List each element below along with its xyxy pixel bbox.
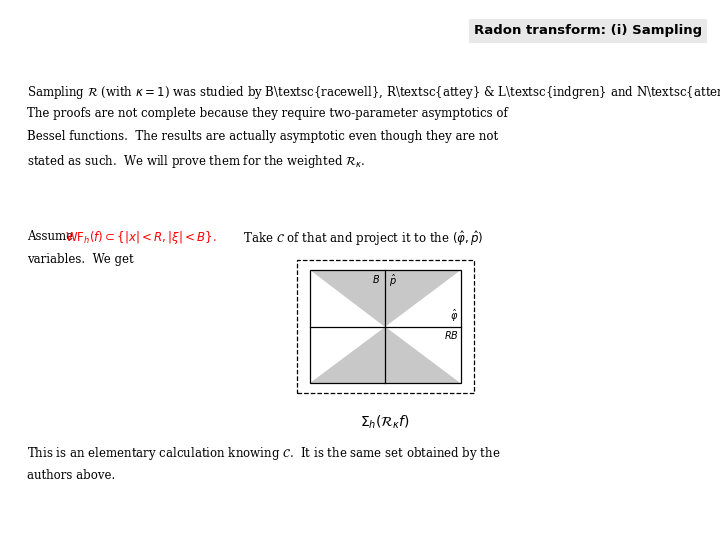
Text: Sampling $\mathcal{R}$ (with $\kappa = 1$) was studied by B\textsc{racewell}, R\: Sampling $\mathcal{R}$ (with $\kappa = 1… bbox=[27, 84, 720, 100]
Text: $RB$: $RB$ bbox=[444, 329, 459, 341]
Bar bbox=[297, 260, 474, 393]
Text: Radon transform: (i) Sampling: Radon transform: (i) Sampling bbox=[474, 24, 702, 37]
Bar bbox=[310, 270, 461, 383]
Text: This is an elementary calculation knowing $\mathcal{C}$.  It is the same set obt: This is an elementary calculation knowin… bbox=[27, 446, 501, 462]
Text: stated as such.  We will prove them for the weighted $\mathcal{R}_\kappa$.: stated as such. We will prove them for t… bbox=[27, 153, 366, 170]
Polygon shape bbox=[385, 327, 461, 383]
Text: The proofs are not complete because they require two-parameter asymptotics of: The proofs are not complete because they… bbox=[27, 107, 508, 120]
Text: Bessel functions.  The results are actually asymptotic even though they are not: Bessel functions. The results are actual… bbox=[27, 130, 498, 143]
Text: $\Sigma_h(\mathcal{R}_\kappa f)$: $\Sigma_h(\mathcal{R}_\kappa f)$ bbox=[360, 414, 410, 431]
Text: $\hat{\varphi}$: $\hat{\varphi}$ bbox=[450, 308, 459, 324]
Text: Take $\mathcal{C}$ of that and project it to the $(\hat{\varphi}, \hat{p})$: Take $\mathcal{C}$ of that and project i… bbox=[240, 230, 484, 248]
Text: authors above.: authors above. bbox=[27, 469, 116, 482]
Text: Assume: Assume bbox=[27, 230, 77, 242]
Text: $\mathrm{WF}_h(f) \subset \{|x| < R, |\xi| < B\}$.: $\mathrm{WF}_h(f) \subset \{|x| < R, |\x… bbox=[65, 230, 217, 246]
Text: $B$: $B$ bbox=[372, 273, 380, 285]
Polygon shape bbox=[385, 270, 461, 327]
Text: variables.  We get: variables. We get bbox=[27, 253, 134, 266]
Polygon shape bbox=[310, 270, 385, 327]
Polygon shape bbox=[310, 327, 385, 383]
Text: $\hat{p}$: $\hat{p}$ bbox=[389, 273, 397, 289]
